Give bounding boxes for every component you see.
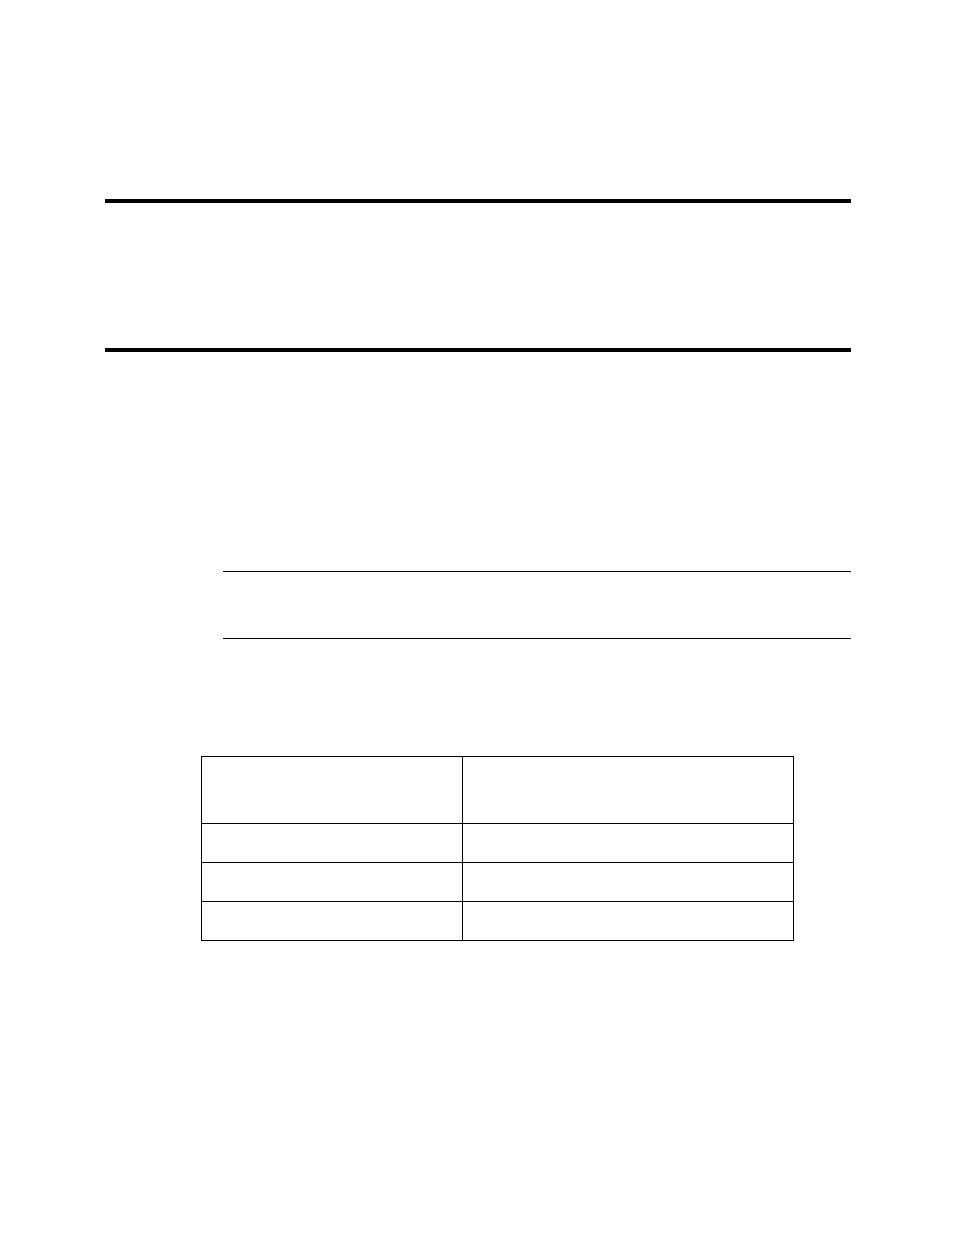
table-cell <box>202 824 463 863</box>
rule-mid-thin-2 <box>223 638 851 639</box>
table-row <box>202 902 794 941</box>
table-cell <box>463 824 794 863</box>
rule-second-thick <box>105 348 851 352</box>
table-cell <box>202 863 463 902</box>
table-cell <box>463 757 794 824</box>
table-row <box>202 863 794 902</box>
data-table <box>201 756 794 941</box>
rule-top-thick <box>105 199 851 203</box>
table-cell <box>463 863 794 902</box>
table-cell <box>202 757 463 824</box>
table-row <box>202 824 794 863</box>
page <box>0 0 954 1235</box>
rule-mid-thin-1 <box>223 571 851 572</box>
table-row <box>202 757 794 824</box>
table-cell <box>463 902 794 941</box>
table-cell <box>202 902 463 941</box>
